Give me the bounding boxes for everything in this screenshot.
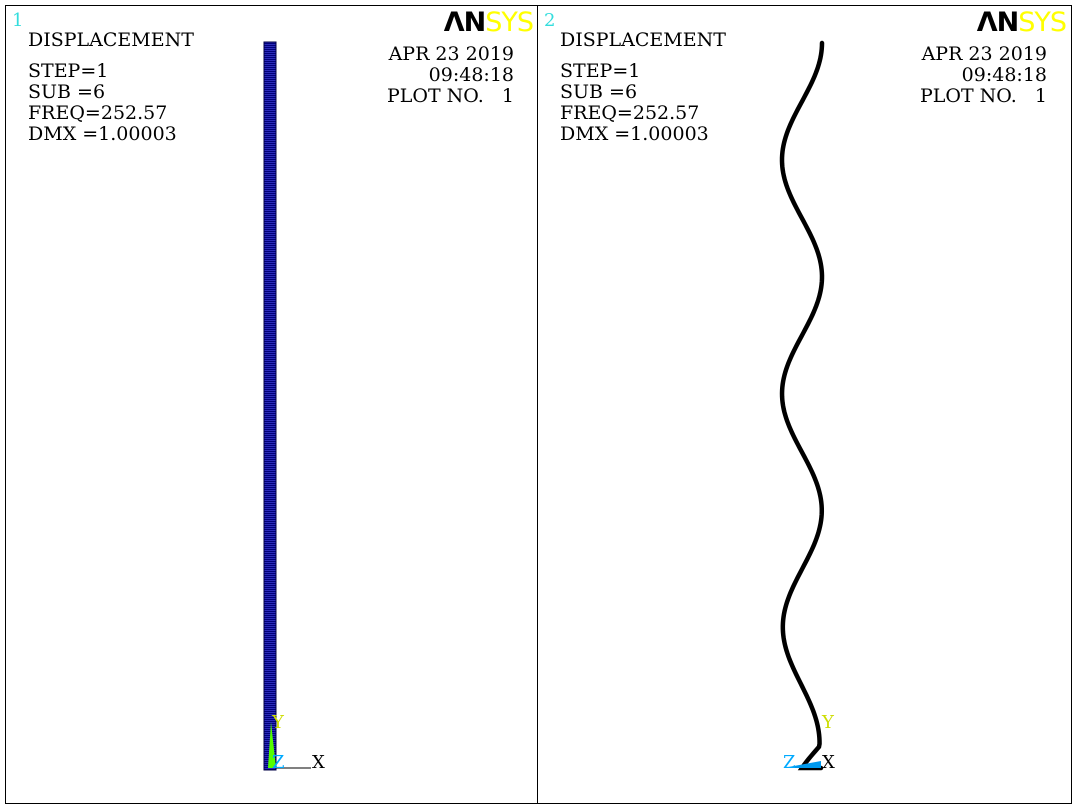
logo-letter-a: Λ xyxy=(443,7,465,38)
ansys-logo: ΛNSYS xyxy=(443,7,534,38)
frequency-value: FREQ=252.57 xyxy=(28,102,168,124)
substep-value: SUB =6 xyxy=(560,81,638,103)
axis-triad: Y Z X xyxy=(268,712,325,773)
ansys-logo: ΛNSYS xyxy=(976,7,1067,38)
step-value: STEP=1 xyxy=(560,60,641,82)
logo-letter-n: N xyxy=(996,7,1020,38)
axis-label-y: Y xyxy=(271,712,285,733)
plot-date: APR 23 2019 xyxy=(388,43,514,65)
axis-label-z: Z xyxy=(783,752,796,773)
frequency-value: FREQ=252.57 xyxy=(560,102,700,124)
deformed-shape-curve xyxy=(779,40,825,771)
result-info: DISPLACEMENT STEP=1 SUB =6 FREQ=252.57 D… xyxy=(560,30,726,145)
dmx-value: DMX =1.00003 xyxy=(28,123,177,145)
triad-z-arrow xyxy=(783,761,821,768)
plot-window-1[interactable]: 1 ΛNSYS DISPLACEMENT STEP=1 SUB =6 FREQ=… xyxy=(5,5,539,804)
logo-sys: SYS xyxy=(485,7,534,38)
result-title: DISPLACEMENT xyxy=(560,29,726,51)
axis-label-y: Y xyxy=(821,712,835,733)
result-info: DISPLACEMENT STEP=1 SUB =6 FREQ=252.57 D… xyxy=(28,30,194,145)
plot-time: 09:48:18 xyxy=(961,64,1047,86)
window-number: 2 xyxy=(544,10,556,31)
plot-time: 09:48:18 xyxy=(428,64,514,86)
logo-letter-n: N xyxy=(463,7,487,38)
window-number: 1 xyxy=(12,10,24,31)
plot-number: PLOT NO. 1 xyxy=(386,85,514,107)
axis-label-x: X xyxy=(312,752,325,773)
axis-triad: Y Z X xyxy=(783,712,835,773)
triad-y-arrow xyxy=(268,722,276,768)
date-block: APR 23 2019 09:48:18 PLOT NO. 1 xyxy=(920,44,1047,107)
axis-label-x: X xyxy=(822,752,835,773)
dmx-value: DMX =1.00003 xyxy=(560,123,709,145)
logo-sys: SYS xyxy=(1018,7,1067,38)
deformed-mode-shape-plot: Y Z X xyxy=(779,40,835,773)
result-title: DISPLACEMENT xyxy=(28,29,194,51)
beam-mesh xyxy=(263,41,277,771)
logo-letter-a: Λ xyxy=(976,7,998,38)
plot-date: APR 23 2019 xyxy=(921,43,1047,65)
undeformed-beam-plot: Y Z X xyxy=(263,41,325,773)
plot-window-2[interactable]: 2 ΛNSYS DISPLACEMENT STEP=1 SUB =6 FREQ=… xyxy=(537,5,1072,804)
plot-number: PLOT NO. 1 xyxy=(919,85,1047,107)
step-value: STEP=1 xyxy=(28,60,109,82)
axis-label-z: Z xyxy=(272,752,285,773)
substep-value: SUB =6 xyxy=(28,81,106,103)
date-block: APR 23 2019 09:48:18 PLOT NO. 1 xyxy=(387,44,514,107)
